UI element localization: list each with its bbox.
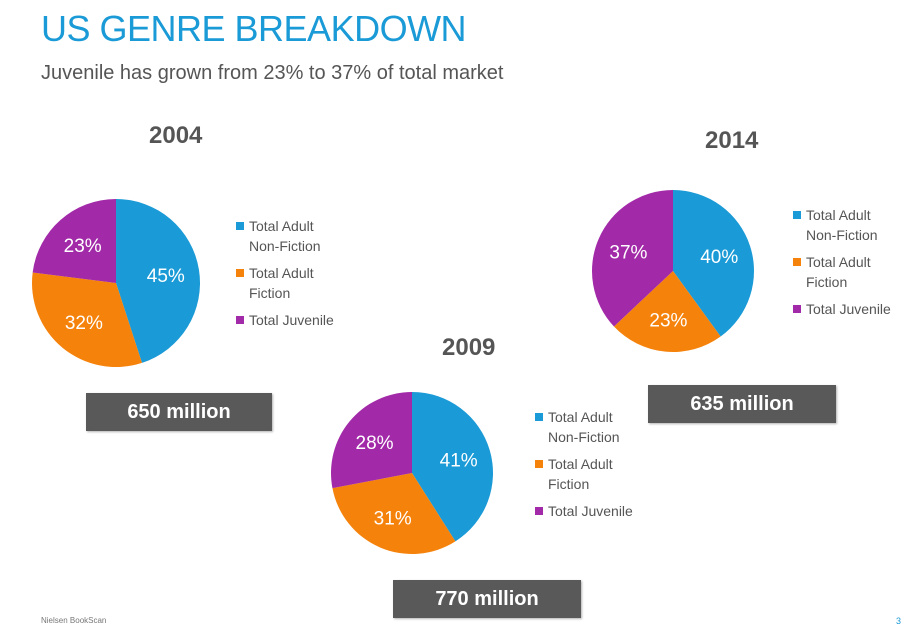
slice-data-label: 23%	[649, 310, 687, 331]
swatch-fiction	[535, 460, 543, 468]
legend-item-fiction: Total Adult Fiction	[793, 252, 891, 292]
chart-2014-year: 2014	[705, 127, 759, 154]
source-note: Nielsen BookScan	[41, 616, 107, 625]
swatch-nonfiction	[793, 211, 801, 219]
swatch-nonfiction	[535, 413, 543, 421]
legend-label: Total Adult	[548, 456, 613, 472]
total-box-2014: 635 million	[648, 385, 836, 423]
slice-juvenile	[592, 190, 673, 327]
legend-label: Total Adult	[548, 409, 613, 425]
legend-label: Total Adult	[249, 265, 314, 281]
slice-data-label: 45%	[147, 266, 185, 287]
slice-data-label: 28%	[356, 433, 394, 454]
swatch-juvenile	[236, 316, 244, 324]
slice-fiction	[332, 473, 456, 554]
legend-label: Fiction	[249, 285, 291, 301]
slice-fiction	[613, 271, 721, 353]
legend-item-juvenile: Total Juvenile	[236, 310, 334, 330]
legend-label: Total Adult	[806, 207, 871, 223]
swatch-juvenile	[535, 507, 543, 515]
legend-item-juvenile: Total Juvenile	[535, 501, 633, 521]
legend-item-fiction: Total Adult Fiction	[236, 263, 334, 303]
slice-juvenile	[32, 199, 116, 283]
slice-fiction	[31, 272, 142, 367]
slice-data-label: 23%	[64, 236, 102, 257]
legend-item-nonfiction: Total Adult Non-Fiction	[535, 407, 633, 447]
slide-subtitle: Juvenile has grown from 23% to 37% of to…	[41, 62, 504, 84]
legend-2004: Total Adult Non-Fiction Total Adult Fict…	[236, 216, 334, 337]
chart-2009-year: 2009	[442, 334, 496, 361]
legend-2009: Total Adult Non-Fiction Total Adult Fict…	[535, 407, 633, 528]
legend-item-juvenile: Total Juvenile	[793, 299, 891, 319]
swatch-fiction	[793, 258, 801, 266]
swatch-nonfiction	[236, 222, 244, 230]
pie-chart-2004: 45% 32% 23%	[31, 199, 201, 367]
legend-label: Non-Fiction	[249, 238, 321, 254]
swatch-juvenile	[793, 305, 801, 313]
chart-2004-year: 2004	[149, 122, 203, 149]
total-box-2004: 650 million	[86, 393, 272, 431]
legend-label: Fiction	[806, 274, 848, 290]
legend-label: Fiction	[548, 476, 590, 492]
legend-label: Total Adult	[249, 218, 314, 234]
slice-data-label: 40%	[700, 247, 738, 268]
legend-label: Total Adult	[806, 254, 871, 270]
slice-nonfiction	[673, 190, 754, 337]
legend-item-nonfiction: Total Adult Non-Fiction	[793, 205, 891, 245]
legend-label: Total Juvenile	[249, 312, 334, 328]
legend-label: Total Juvenile	[548, 503, 633, 519]
legend-label: Total Juvenile	[806, 301, 891, 317]
slice-data-label: 32%	[65, 313, 103, 334]
slice-data-label: 31%	[374, 509, 412, 530]
slice-juvenile	[331, 392, 412, 489]
pie-chart-2009: 41% 31% 28%	[331, 392, 493, 554]
slide-title: US GENRE BREAKDOWN	[41, 8, 467, 49]
total-box-2009: 770 million	[393, 580, 581, 618]
legend-label: Non-Fiction	[806, 227, 878, 243]
legend-label: Non-Fiction	[548, 429, 620, 445]
slice-data-label: 37%	[609, 243, 647, 264]
legend-2014: Total Adult Non-Fiction Total Adult Fict…	[793, 205, 891, 326]
slice-nonfiction	[116, 199, 201, 363]
slice-nonfiction	[412, 392, 493, 542]
page-number: 3	[896, 616, 902, 626]
legend-item-fiction: Total Adult Fiction	[535, 454, 633, 494]
slice-data-label: 41%	[440, 450, 478, 471]
swatch-fiction	[236, 269, 244, 277]
pie-chart-2014: 40% 23% 37%	[592, 190, 754, 353]
legend-item-nonfiction: Total Adult Non-Fiction	[236, 216, 334, 256]
